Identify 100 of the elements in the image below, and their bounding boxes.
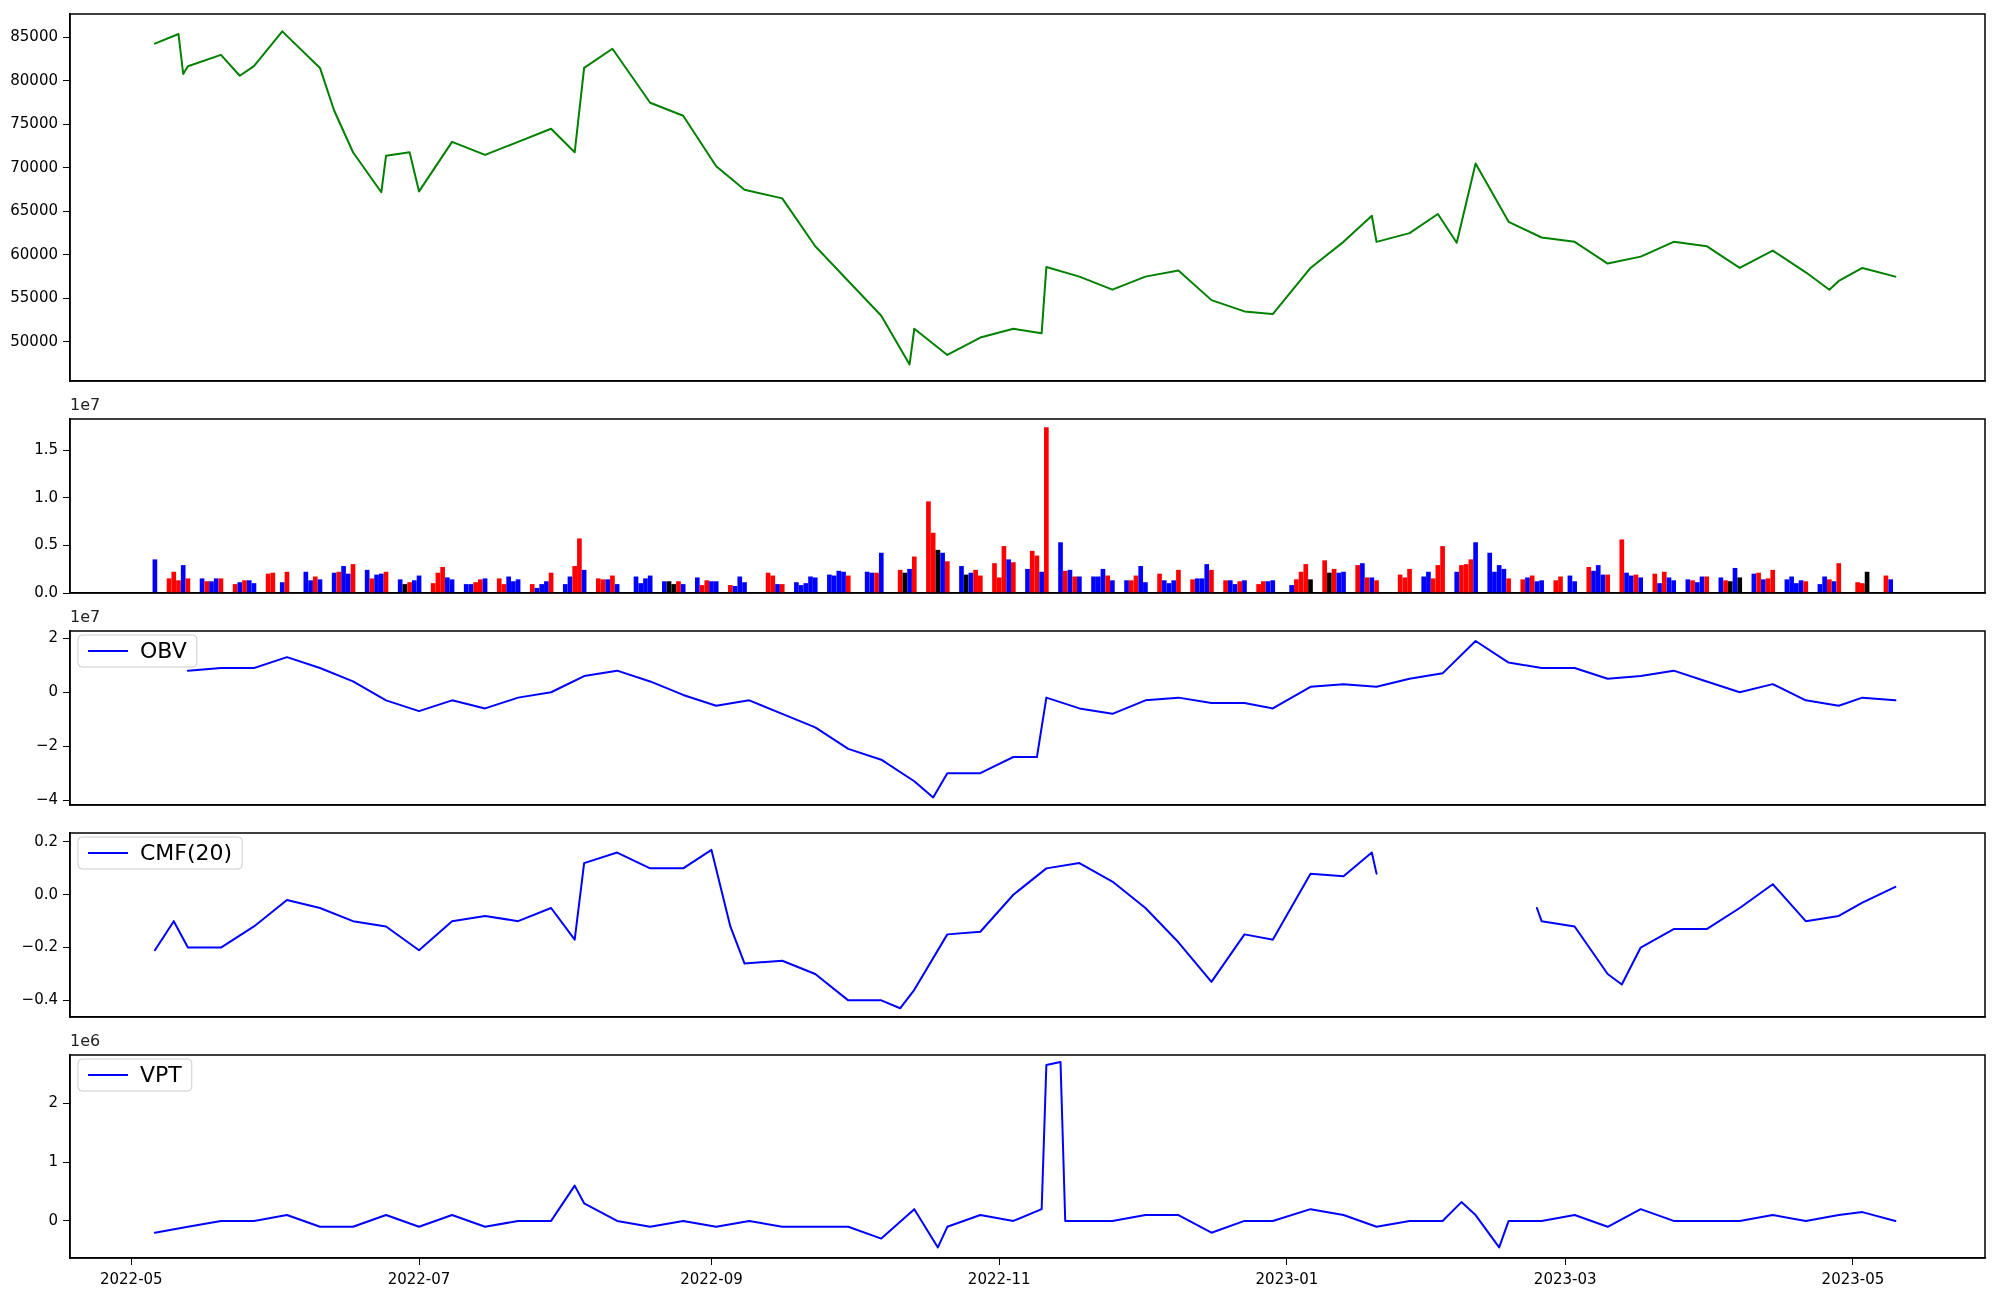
- bar: [728, 585, 733, 593]
- bar: [1105, 575, 1111, 593]
- bar: [171, 571, 177, 593]
- bar: [1723, 580, 1728, 593]
- bar: [926, 501, 931, 593]
- y-tick-label: 75000: [10, 114, 58, 133]
- bar: [1661, 571, 1667, 593]
- bar: [1062, 570, 1068, 593]
- bar: [1760, 579, 1766, 593]
- bar: [1369, 577, 1375, 593]
- bar: [1529, 575, 1535, 593]
- bar: [1827, 579, 1832, 593]
- bar: [1770, 569, 1776, 593]
- bar: [1190, 579, 1195, 593]
- y-tick-label: −2: [35, 736, 58, 755]
- y-tick-label: 0: [48, 1210, 58, 1229]
- bar: [539, 584, 545, 593]
- bar: [1171, 580, 1177, 593]
- bar: [1704, 576, 1710, 593]
- bar: [312, 576, 318, 593]
- bar: [180, 565, 186, 593]
- y-tick-label: 2: [48, 628, 58, 647]
- bar: [1836, 563, 1842, 593]
- bar: [1822, 576, 1827, 593]
- bar: [1072, 576, 1077, 593]
- bar: [1227, 580, 1233, 593]
- y-tick-label: −0.2: [21, 937, 58, 956]
- bar: [1194, 578, 1200, 593]
- bar: [246, 580, 252, 593]
- bar: [940, 552, 945, 593]
- bar: [1888, 579, 1893, 593]
- y-tick-label: −4: [35, 790, 58, 809]
- bar: [237, 582, 243, 593]
- y-tick-label: 50000: [10, 331, 58, 350]
- y-tick-label: 85000: [10, 27, 58, 46]
- bar: [1336, 572, 1342, 593]
- bar: [1454, 571, 1460, 593]
- bar: [1322, 560, 1327, 593]
- bar: [279, 582, 285, 593]
- x-tick-label: 2023-01: [1255, 1269, 1319, 1288]
- bar: [1237, 581, 1243, 593]
- bar: [911, 556, 917, 593]
- bar: [1138, 566, 1144, 593]
- bar: [874, 572, 879, 593]
- bar: [1058, 542, 1063, 593]
- bar: [812, 577, 818, 593]
- bar: [1270, 580, 1276, 593]
- bar: [1605, 574, 1610, 593]
- bar: [445, 577, 450, 593]
- bar: [605, 579, 611, 593]
- y-tick-label: 0.5: [34, 535, 58, 554]
- bar: [680, 584, 686, 593]
- bar: [827, 574, 832, 593]
- y-tick-label: 60000: [10, 244, 58, 263]
- bar: [397, 579, 403, 593]
- bar: [1506, 578, 1511, 593]
- y-tick-label: −0.4: [21, 990, 58, 1009]
- bar: [1039, 571, 1044, 593]
- bar: [1803, 581, 1809, 593]
- bar: [1496, 565, 1502, 593]
- bar: [779, 584, 785, 593]
- bar: [1011, 562, 1016, 593]
- bar: [959, 566, 964, 593]
- bar: [841, 571, 846, 593]
- bar: [1459, 565, 1464, 593]
- text: 1e7: [70, 607, 101, 627]
- x-tick-label: 2022-09: [680, 1269, 743, 1288]
- bar: [1628, 575, 1634, 593]
- y-tick-label: 2: [48, 1093, 58, 1112]
- bar: [1407, 568, 1412, 593]
- bar: [1029, 550, 1035, 593]
- bar: [1525, 577, 1530, 593]
- bar: [1690, 580, 1695, 593]
- bar: [1355, 565, 1360, 593]
- x-tick-label: 2023-05: [1821, 1269, 1885, 1288]
- bar: [1520, 579, 1526, 593]
- bar: [1638, 577, 1644, 593]
- x-tick-label: 2022-11: [967, 1269, 1031, 1288]
- bar: [440, 567, 445, 593]
- bar: [770, 575, 776, 593]
- bar: [463, 584, 469, 593]
- text: 1e6: [70, 1031, 101, 1051]
- x-tick-label: 2022-05: [99, 1269, 163, 1288]
- bar: [1025, 568, 1030, 593]
- bar: [1657, 583, 1662, 593]
- bar: [1128, 580, 1134, 593]
- legend-label: OBV: [140, 637, 187, 663]
- bar: [1421, 576, 1427, 593]
- bar: [737, 576, 743, 593]
- x-tick-label: 2023-03: [1533, 1269, 1597, 1288]
- text: 1e7: [70, 395, 101, 415]
- bar: [610, 575, 615, 593]
- bar: [1619, 539, 1625, 593]
- bar: [878, 552, 884, 593]
- y-tick-label: 65000: [10, 201, 58, 220]
- bar: [407, 582, 412, 593]
- bar: [1553, 580, 1559, 593]
- bar: [661, 581, 667, 593]
- bar: [1006, 559, 1011, 593]
- bar: [944, 561, 950, 593]
